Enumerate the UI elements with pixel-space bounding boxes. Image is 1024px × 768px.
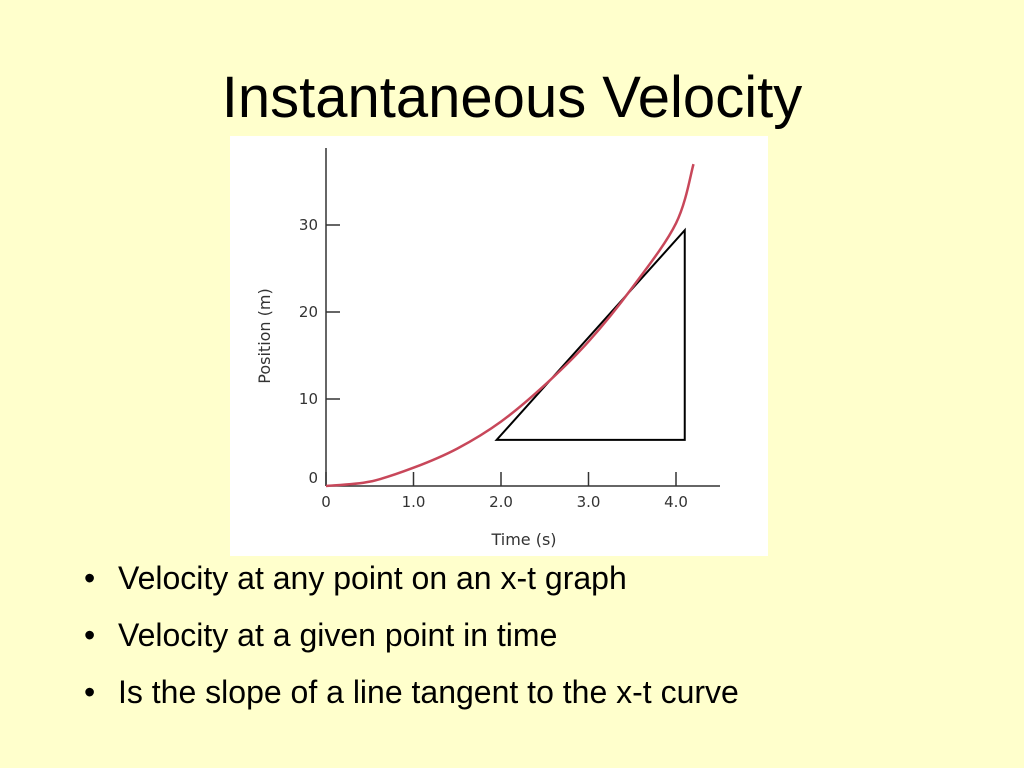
tangent-triangle [494, 227, 686, 441]
series-curve [325, 163, 695, 488]
y-tick-label: 0 [308, 469, 318, 487]
x-tick-label: 3.0 [577, 493, 601, 511]
bullet-text: Velocity at any point on an x-t graph [118, 560, 627, 596]
x-tick-label: 0 [321, 493, 331, 511]
bullet-dot-icon: • [84, 674, 96, 710]
bullet-text: Velocity at a given point in time [118, 617, 558, 653]
position-time-chart: 0 1.0 2.0 3.0 4.0 0 10 20 30 Time (s) Position … [255, 148, 720, 549]
bullet-item: • Is the slope of a line tangent to the x… [80, 670, 739, 727]
slide-title: Instantaneous Velocity [221, 65, 803, 130]
y-tick-label: 10 [299, 390, 318, 408]
x-tick-label: 2.0 [489, 493, 513, 511]
bullet-item: • Velocity at a given point in time [80, 613, 739, 670]
y-tick-label: 20 [299, 303, 318, 321]
x-tick-label: 1.0 [402, 493, 426, 511]
y-axis-label: Position (m) [255, 288, 274, 383]
bullet-text: Is the slope of a line tangent to the x-… [118, 674, 739, 710]
x-tick-label: 4.0 [664, 493, 688, 511]
y-ticks: 0 10 20 30 [299, 216, 340, 487]
bullet-dot-icon: • [84, 560, 96, 596]
bullet-dot-icon: • [84, 617, 96, 653]
bullet-item: • Velocity at any point on an x-t graph [80, 556, 739, 613]
bullet-list: • Velocity at any point on an x-t graph •… [80, 556, 739, 727]
x-axis-label: Time (s) [490, 530, 556, 549]
chart-panel: 0 1.0 2.0 3.0 4.0 0 10 20 30 Time (s) Position … [230, 136, 768, 556]
y-tick-label: 30 [299, 216, 318, 234]
x-ticks: 0 1.0 2.0 3.0 4.0 [321, 472, 688, 511]
